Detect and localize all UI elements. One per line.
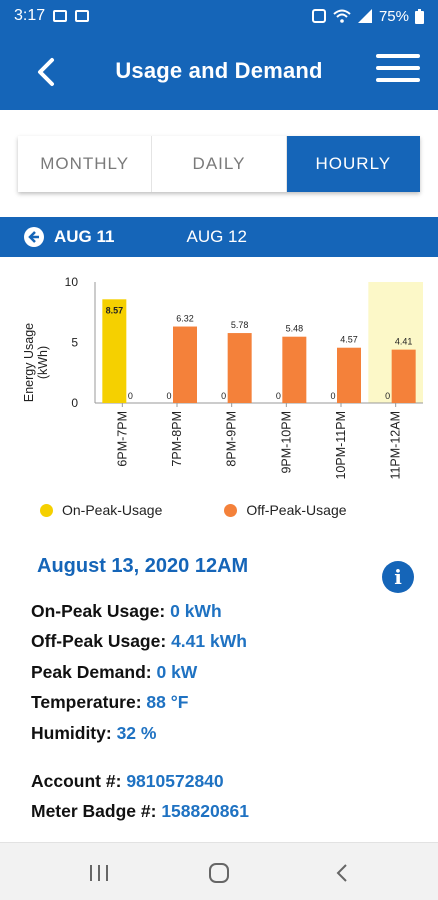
system-nav-bar (0, 842, 438, 900)
meter-label: Meter Badge #: (31, 801, 157, 821)
legend-off-peak-label: Off-Peak-Usage (246, 502, 347, 518)
meter-row: Meter Badge #: 158820861 (31, 801, 249, 822)
bar-off-peak (337, 347, 361, 403)
nfc-icon (311, 9, 326, 23)
y-tick-label: 10 (65, 275, 79, 289)
y-tick-label: 0 (71, 396, 78, 410)
on-peak-row: On-Peak Usage: 0 kWh (31, 601, 222, 622)
bar-data-label: 4.41 (395, 337, 413, 347)
wifi-icon (333, 9, 351, 23)
bar-off-peak (227, 333, 252, 403)
bar-data-label: 0 (276, 391, 281, 401)
x-tick-label: 9PM-10PM (279, 411, 293, 474)
system-back-icon[interactable] (328, 861, 358, 885)
bar-data-label: 0 (221, 391, 226, 401)
x-tick-label: 10PM-11PM (334, 411, 348, 480)
off-peak-dot-icon (224, 503, 238, 517)
period-tabs: MONTHLY DAILY HOURLY (18, 136, 420, 192)
humidity-value: 32 % (116, 723, 157, 743)
app-notification-icon (75, 10, 90, 22)
x-tick-label: 6PM-7PM (115, 411, 129, 467)
x-tick-label: 7PM-8PM (170, 411, 184, 467)
home-icon[interactable] (205, 861, 235, 885)
off-peak-row: Off-Peak Usage: 4.41 kWh (31, 631, 247, 652)
bar-data-label: 4.57 (340, 335, 358, 345)
arrow-left-icon (28, 231, 39, 243)
date-nav: AUG 11 AUG 12 (0, 217, 438, 257)
battery-icon (415, 8, 424, 24)
bar-data-label: 0 (166, 391, 171, 401)
legend-off-peak[interactable]: Off-Peak-Usage (224, 502, 347, 518)
account-label: Account #: (31, 771, 122, 791)
previous-date-button[interactable] (24, 227, 44, 247)
peak-demand-label: Peak Demand: (31, 662, 152, 682)
signal-icon (357, 9, 372, 23)
temperature-row: Temperature: 88 °F (31, 692, 188, 713)
usage-chart-svg: 0 5 10 Energy Usage(kWh) 8.57 0 6PM-7PM 0 6.32 7P… (22, 275, 423, 480)
humidity-label: Humidity: (31, 723, 112, 743)
y-axis-label: Energy Usage(kWh) (22, 323, 50, 402)
recent-apps-icon[interactable] (84, 861, 114, 885)
legend-on-peak[interactable]: On-Peak-Usage (40, 502, 162, 518)
tab-hourly[interactable]: HOURLY (286, 136, 420, 192)
gallery-notification-icon (53, 10, 68, 22)
bar-off-peak (173, 326, 197, 403)
status-time: 3:17 (14, 7, 46, 24)
off-peak-value: 4.41 kWh (171, 631, 247, 651)
bar-data-label: 6.32 (176, 314, 194, 324)
chart-legend: On-Peak-Usage Off-Peak-Usage (40, 502, 409, 518)
tab-daily[interactable]: DAILY (152, 136, 287, 192)
details-title: August 13, 2020 12AM (37, 555, 249, 577)
tab-monthly[interactable]: MONTHLY (18, 136, 153, 192)
on-peak-label: On-Peak Usage: (31, 601, 166, 621)
account-row: Account #: 9810572840 (31, 771, 224, 792)
next-date[interactable]: AUG 12 (186, 227, 247, 246)
page-title: Usage and Demand (115, 58, 323, 83)
x-tick-label: 8PM-9PM (225, 411, 239, 467)
temperature-value: 88 °F (146, 692, 189, 712)
bar-off-peak (282, 336, 307, 403)
peak-demand-value: 0 kW (156, 662, 198, 682)
bar-data-label: 0 (330, 391, 335, 401)
status-bar: 3:17 75% (0, 0, 438, 32)
bar-data-label: 8.57 (106, 305, 124, 315)
usage-chart: 0 5 10 Energy Usage(kWh) 8.57 0 6PM-7PM 0 6.32 7P… (0, 262, 438, 482)
back-button[interactable] (30, 52, 66, 92)
on-peak-value: 0 kWh (170, 601, 222, 621)
app-bar: Usage and Demand (0, 32, 438, 110)
menu-button[interactable] (376, 54, 420, 86)
current-date: AUG 11 (54, 227, 115, 246)
battery-percent: 75% (378, 7, 409, 25)
chevron-left-icon (38, 58, 54, 86)
humidity-row: Humidity: 32 % (31, 723, 156, 744)
off-peak-label: Off-Peak Usage: (31, 631, 167, 651)
bar-data-label: 0 (385, 391, 390, 401)
bar-off-peak (391, 349, 416, 403)
x-tick-label: 11PM-12AM (389, 411, 403, 480)
meter-value: 158820861 (161, 801, 249, 821)
y-tick-label: 5 (71, 336, 78, 350)
hamburger-line (376, 78, 420, 82)
legend-on-peak-label: On-Peak-Usage (62, 502, 163, 518)
peak-demand-row: Peak Demand: 0 kW (31, 662, 197, 683)
temperature-label: Temperature: (31, 692, 142, 712)
on-peak-dot-icon (40, 503, 53, 517)
account-value: 9810572840 (126, 771, 224, 791)
bar-data-label: 5.78 (231, 320, 249, 330)
hamburger-line (376, 66, 420, 70)
hamburger-icon (376, 54, 420, 58)
info-icon[interactable]: i (382, 561, 414, 593)
bar-data-label: 5.48 (286, 324, 304, 334)
bar-data-label: 0 (128, 391, 133, 401)
bar-on-peak (102, 299, 127, 403)
